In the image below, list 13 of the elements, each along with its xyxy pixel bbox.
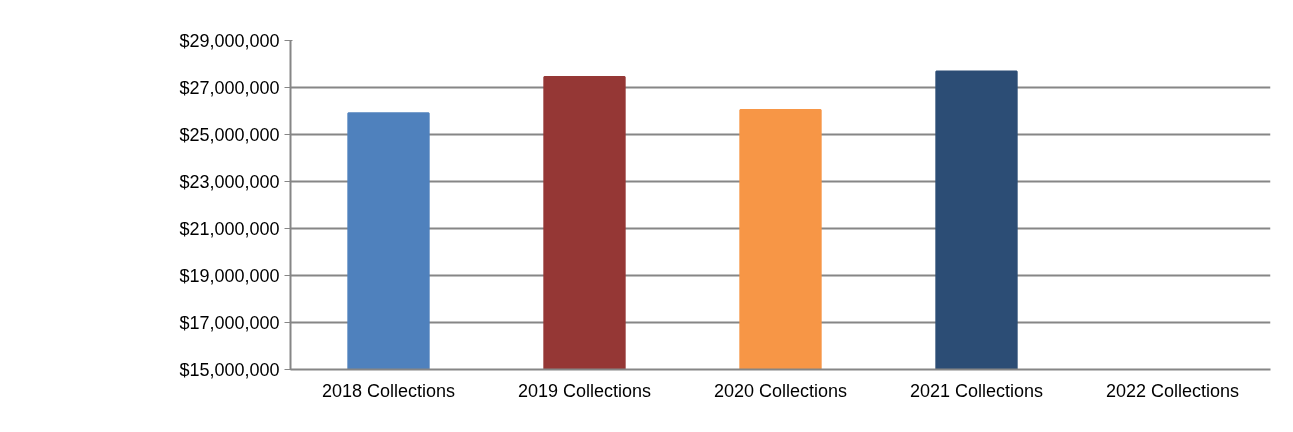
x-tick-label: 2021 Collections <box>909 380 1044 401</box>
x-tick-label: 2022 Collections <box>1105 380 1240 401</box>
y-tick-label: $19,000,000 <box>179 265 280 286</box>
y-tick-label: $25,000,000 <box>179 124 280 145</box>
x-tick-label: 2018 Collections <box>321 380 456 401</box>
y-tick-label: $15,000,000 <box>179 359 280 380</box>
y-tick-label: $21,000,000 <box>179 218 280 239</box>
y-tick-label: $23,000,000 <box>179 171 280 192</box>
x-tick-label: 2020 Collections <box>713 380 848 401</box>
y-tick-label: $17,000,000 <box>179 312 280 333</box>
y-tick-label: $27,000,000 <box>179 77 280 98</box>
y-tick-label: $29,000,000 <box>179 30 280 51</box>
x-tick-label: 2019 Collections <box>517 380 652 401</box>
